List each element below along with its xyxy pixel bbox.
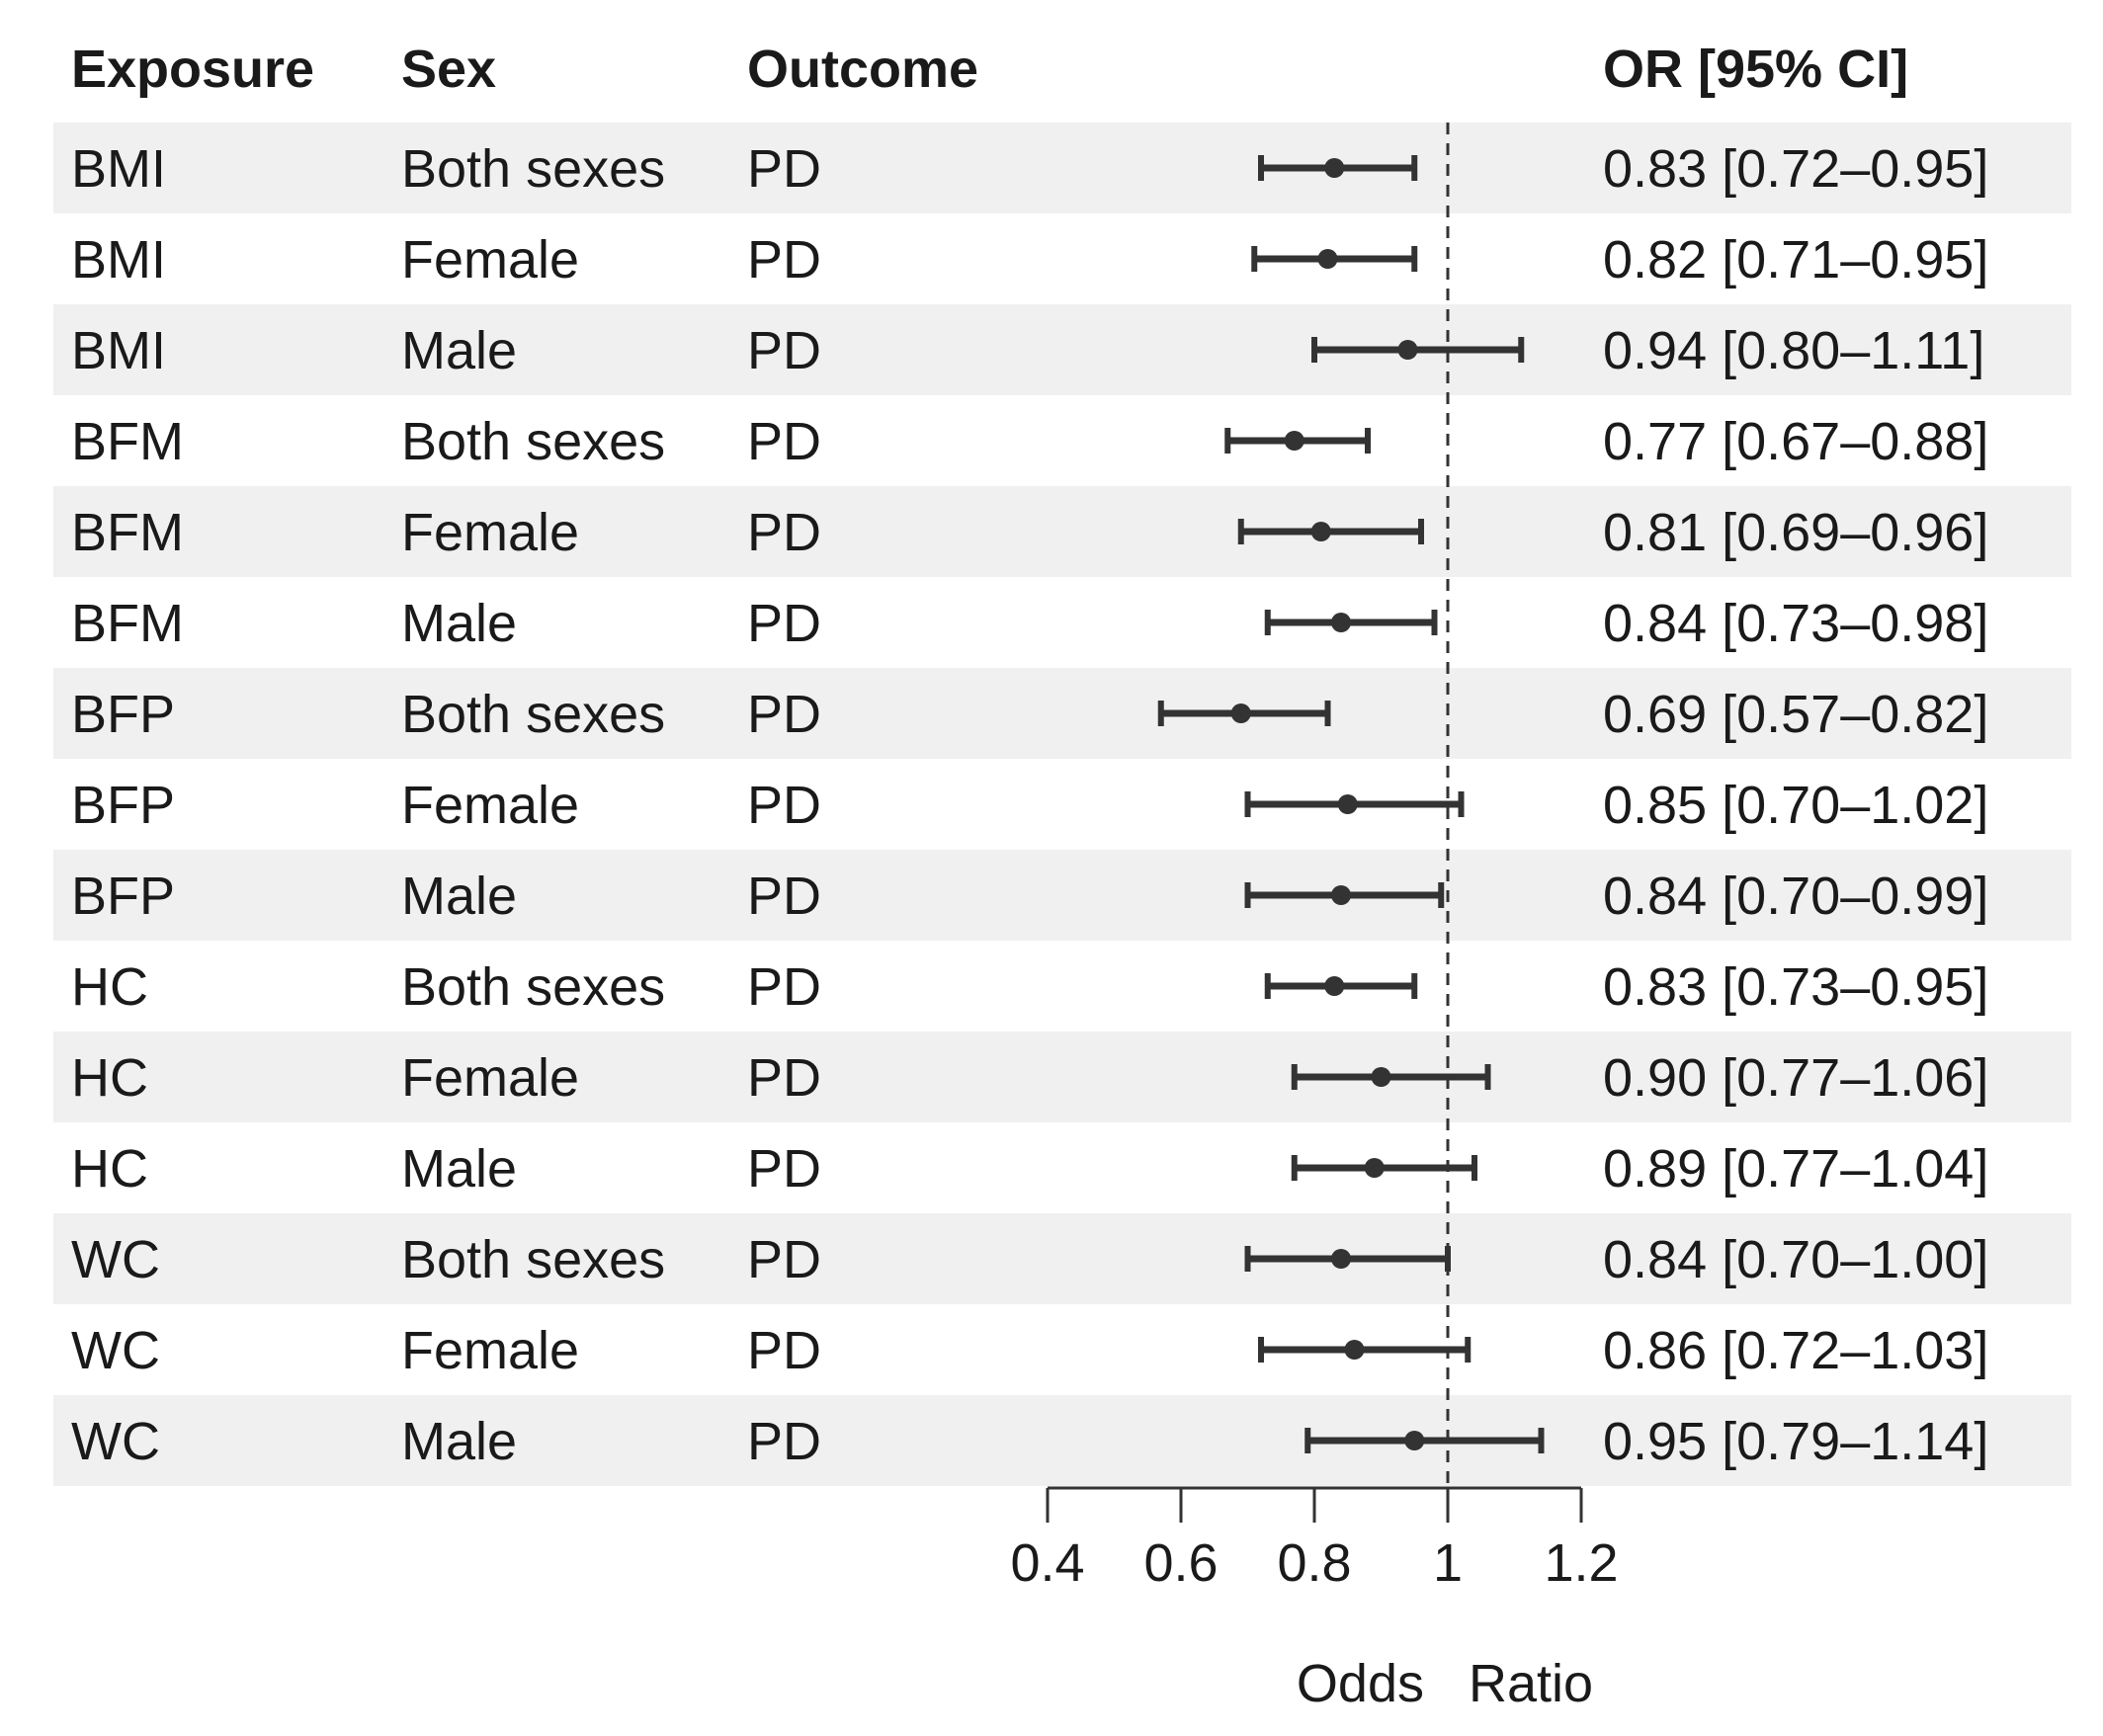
sex-label: Both sexes [401, 412, 665, 471]
or-ci-label: 0.85 [0.70–1.02] [1603, 776, 1988, 835]
exposure-label: BMI [71, 230, 166, 289]
sex-label: Female [401, 776, 579, 835]
outcome-label: PD [747, 412, 821, 471]
or-ci-label: 0.84 [0.70–0.99] [1603, 867, 1988, 926]
sex-label: Male [401, 594, 517, 653]
sex-label: Male [401, 321, 517, 380]
outcome-label: PD [747, 776, 821, 835]
point-estimate [1331, 613, 1351, 632]
point-estimate [1404, 1431, 1425, 1450]
outcome-label: PD [747, 867, 821, 926]
exposure-label: BFM [71, 412, 184, 471]
row-band [53, 304, 2071, 395]
header-sex: Sex [401, 40, 496, 99]
row-band [53, 1032, 2071, 1122]
row-band [53, 1395, 2071, 1486]
or-ci-label: 0.82 [0.71–0.95] [1603, 230, 1988, 289]
or-ci-label: 0.94 [0.80–1.11] [1603, 321, 1984, 380]
or-ci-label: 0.69 [0.57–0.82] [1603, 685, 1988, 744]
exposure-label: BFM [71, 503, 184, 562]
point-estimate [1230, 703, 1251, 723]
point-estimate [1324, 976, 1345, 996]
exposure-label: BFM [71, 594, 184, 653]
header-outcome: Outcome [747, 40, 978, 99]
outcome-label: PD [747, 321, 821, 380]
outcome-label: PD [747, 503, 821, 562]
exposure-label: BMI [71, 321, 166, 380]
sex-label: Both sexes [401, 139, 665, 199]
outcome-label: PD [747, 1412, 821, 1471]
sex-label: Both sexes [401, 1230, 665, 1289]
outcome-label: PD [747, 1048, 821, 1108]
sex-label: Both sexes [401, 957, 665, 1017]
point-estimate [1364, 1158, 1385, 1178]
outcome-label: PD [747, 230, 821, 289]
point-estimate [1371, 1067, 1391, 1087]
exposure-label: HC [71, 1139, 148, 1199]
or-ci-label: 0.84 [0.70–1.00] [1603, 1230, 1988, 1289]
point-estimate [1284, 431, 1304, 451]
sex-label: Male [401, 1139, 517, 1199]
row-band [53, 486, 2071, 577]
sex-label: Female [401, 230, 579, 289]
column-headers: Exposure Sex Outcome OR [95% CI] [71, 40, 1908, 99]
exposure-label: HC [71, 957, 148, 1017]
point-estimate [1344, 1340, 1365, 1360]
row-band [53, 668, 2071, 759]
exposure-label: WC [71, 1321, 160, 1380]
point-estimate [1331, 1249, 1351, 1269]
x-axis: 0.4 0.6 0.8 1 1.2 [1010, 1486, 1619, 1593]
exposure-label: BFP [71, 776, 175, 835]
or-ci-label: 0.86 [0.72–1.03] [1603, 1321, 1988, 1380]
row-band [53, 850, 2071, 941]
or-ci-label: 0.95 [0.79–1.14] [1603, 1412, 1988, 1471]
point-estimate [1337, 794, 1358, 814]
outcome-label: PD [747, 594, 821, 653]
x-tick-label: 0.8 [1277, 1533, 1351, 1593]
or-ci-label: 0.90 [0.77–1.06] [1603, 1048, 1988, 1108]
outcome-label: PD [747, 1139, 821, 1199]
ci-marks [1157, 155, 1545, 1453]
header-exposure: Exposure [71, 40, 314, 99]
sex-label: Male [401, 1412, 517, 1471]
or-ci-label: 0.77 [0.67–0.88] [1603, 412, 1988, 471]
sex-label: Male [401, 867, 517, 926]
x-tick-label: 0.6 [1143, 1533, 1218, 1593]
row-band [53, 1213, 2071, 1304]
outcome-label: PD [747, 685, 821, 744]
or-ci-label: 0.89 [0.77–1.04] [1603, 1139, 1988, 1199]
or-ci-label: 0.84 [0.73–0.98] [1603, 594, 1988, 653]
exposure-label: BFP [71, 685, 175, 744]
exposure-label: HC [71, 1048, 148, 1108]
outcome-label: PD [747, 139, 821, 199]
point-estimate [1324, 158, 1345, 178]
row-band [53, 123, 2071, 213]
sex-label: Both sexes [401, 685, 665, 744]
or-ci-label: 0.83 [0.72–0.95] [1603, 139, 1988, 199]
point-estimate [1310, 522, 1331, 541]
sex-label: Female [401, 1048, 579, 1108]
row-bands [53, 123, 2071, 1486]
header-or-ci: OR [95% CI] [1603, 40, 1908, 99]
x-tick-label: 1.2 [1544, 1533, 1618, 1593]
exposure-label: BFP [71, 867, 175, 926]
sex-label: Female [401, 503, 579, 562]
sex-label: Female [401, 1321, 579, 1380]
x-tick-label: 1 [1433, 1533, 1463, 1593]
outcome-label: PD [747, 1230, 821, 1289]
point-estimate [1331, 885, 1351, 905]
outcome-label: PD [747, 1321, 821, 1380]
exposure-label: BMI [71, 139, 166, 199]
exposure-label: WC [71, 1230, 160, 1289]
point-estimate [1397, 340, 1418, 360]
outcome-label: PD [747, 957, 821, 1017]
x-axis-label: Odds Ratio [1297, 1654, 1593, 1713]
point-estimate [1317, 249, 1338, 269]
or-ci-label: 0.83 [0.73–0.95] [1603, 957, 1988, 1017]
exposure-label: WC [71, 1412, 160, 1471]
or-ci-label: 0.81 [0.69–0.96] [1603, 503, 1988, 562]
row-labels: BMI Both sexes PD 0.83 [0.72–0.95] BMI Female… [71, 139, 1988, 1471]
x-tick-label: 0.4 [1010, 1533, 1084, 1593]
